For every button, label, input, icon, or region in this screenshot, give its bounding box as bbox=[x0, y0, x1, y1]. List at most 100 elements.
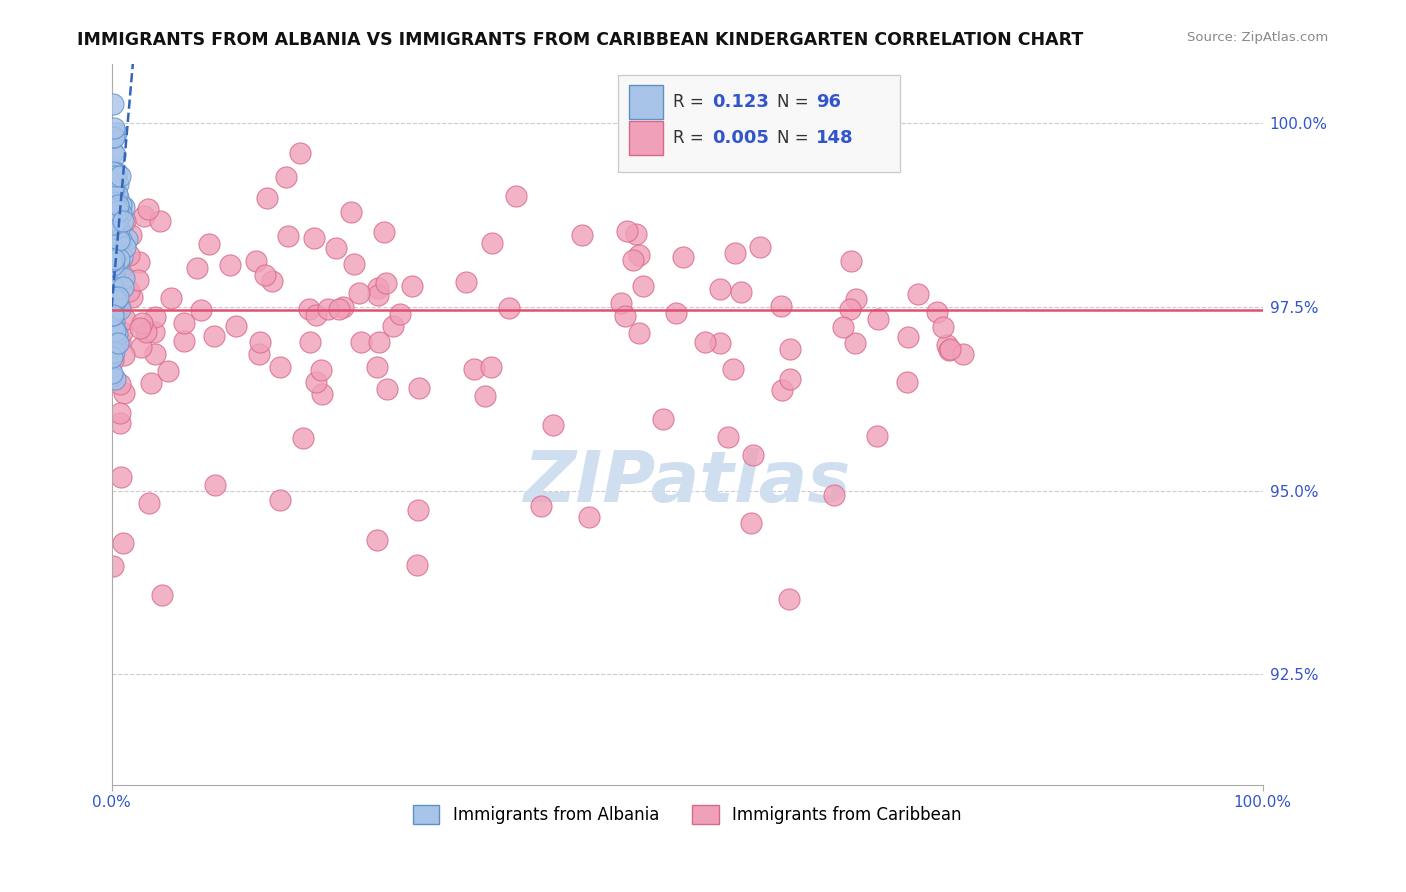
Point bbox=[108, 299, 131, 313]
Point bbox=[249, 334, 271, 349]
Point bbox=[204, 478, 226, 492]
Point bbox=[896, 375, 918, 389]
Point bbox=[779, 372, 801, 386]
Point bbox=[104, 337, 127, 351]
Point bbox=[105, 327, 128, 342]
Point bbox=[101, 252, 124, 267]
Point bbox=[110, 302, 132, 317]
Point bbox=[101, 281, 124, 295]
Point bbox=[101, 130, 124, 145]
Point bbox=[103, 165, 125, 179]
Point bbox=[367, 281, 389, 295]
Point bbox=[118, 248, 141, 262]
Point bbox=[408, 381, 430, 395]
Point bbox=[839, 301, 862, 316]
Point bbox=[150, 588, 173, 602]
Point bbox=[695, 334, 717, 349]
Text: 96: 96 bbox=[815, 93, 841, 111]
Point bbox=[841, 253, 863, 268]
Point bbox=[112, 200, 135, 214]
Point bbox=[198, 237, 221, 252]
Point bbox=[624, 227, 647, 241]
Point bbox=[823, 488, 845, 502]
Point bbox=[474, 389, 496, 403]
Point bbox=[104, 372, 127, 386]
Point bbox=[114, 312, 136, 326]
Point bbox=[136, 202, 159, 217]
Point bbox=[254, 268, 277, 282]
Point bbox=[112, 280, 135, 294]
Point bbox=[118, 284, 141, 298]
Point bbox=[103, 194, 125, 209]
Point bbox=[897, 330, 920, 344]
Point bbox=[665, 306, 688, 320]
Point bbox=[343, 256, 366, 270]
Point bbox=[143, 347, 166, 361]
Point bbox=[105, 227, 128, 242]
Point bbox=[190, 302, 212, 317]
Point bbox=[115, 232, 138, 246]
Point bbox=[742, 449, 765, 463]
Point bbox=[935, 338, 957, 352]
Point bbox=[114, 214, 136, 228]
Point bbox=[543, 417, 565, 432]
Point bbox=[103, 252, 125, 266]
Point bbox=[108, 416, 131, 430]
Point bbox=[101, 180, 124, 194]
Point bbox=[498, 301, 520, 315]
Point bbox=[927, 305, 949, 319]
Point bbox=[101, 145, 124, 159]
Point bbox=[311, 386, 333, 401]
Text: Source: ZipAtlas.com: Source: ZipAtlas.com bbox=[1188, 31, 1329, 45]
Point bbox=[367, 288, 389, 302]
Point bbox=[103, 217, 125, 231]
Point bbox=[107, 290, 129, 304]
Point bbox=[367, 334, 389, 349]
Point bbox=[186, 260, 208, 275]
Point bbox=[103, 248, 125, 262]
Point bbox=[143, 326, 166, 340]
Point bbox=[627, 326, 650, 340]
Point bbox=[107, 335, 129, 350]
Point bbox=[105, 186, 128, 201]
Point bbox=[256, 191, 278, 205]
Point bbox=[101, 309, 124, 323]
Point bbox=[325, 241, 347, 255]
Point bbox=[101, 290, 124, 304]
Point bbox=[456, 275, 478, 289]
Text: IMMIGRANTS FROM ALBANIA VS IMMIGRANTS FROM CARIBBEAN KINDERGARTEN CORRELATION CH: IMMIGRANTS FROM ALBANIA VS IMMIGRANTS FR… bbox=[77, 31, 1084, 49]
Point bbox=[101, 369, 124, 384]
Text: N =: N = bbox=[778, 93, 808, 111]
Point bbox=[779, 343, 801, 357]
Point bbox=[173, 316, 195, 330]
Point bbox=[103, 245, 125, 260]
Point bbox=[832, 320, 855, 334]
Point bbox=[225, 319, 247, 334]
Point bbox=[156, 363, 179, 377]
Point bbox=[276, 170, 298, 185]
Point bbox=[302, 230, 325, 244]
Point bbox=[101, 308, 124, 322]
Point bbox=[110, 469, 132, 483]
Point bbox=[111, 325, 134, 339]
Point bbox=[103, 316, 125, 330]
Point bbox=[101, 220, 124, 235]
Point bbox=[299, 334, 322, 349]
Point bbox=[107, 263, 129, 277]
Point bbox=[112, 348, 135, 362]
Point bbox=[316, 302, 339, 317]
Point bbox=[101, 283, 124, 297]
Point bbox=[332, 300, 354, 314]
Point bbox=[631, 279, 654, 293]
Point bbox=[269, 493, 291, 508]
Point bbox=[103, 186, 125, 200]
Point bbox=[105, 300, 128, 314]
Point bbox=[104, 148, 127, 162]
Point bbox=[530, 499, 553, 513]
Point bbox=[292, 432, 315, 446]
Point bbox=[375, 382, 398, 396]
Point bbox=[627, 248, 650, 262]
Point bbox=[103, 290, 125, 304]
Point bbox=[717, 430, 740, 444]
Point bbox=[218, 259, 240, 273]
